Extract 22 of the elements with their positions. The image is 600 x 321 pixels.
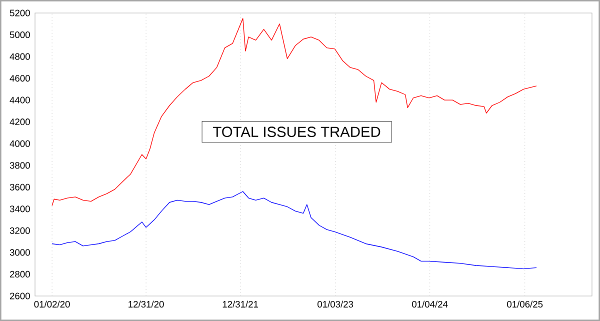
y-tick-label: 4800: [10, 53, 30, 60]
text: TOTAL ISSUES TRADED: [213, 126, 380, 138]
y-tick-label: 3800: [10, 162, 30, 169]
y-tick-label: 5200: [10, 10, 30, 16]
y-tick-label: 4600: [10, 75, 30, 82]
x-tick-label: 01/06/25: [507, 300, 543, 308]
line-series: [52, 18, 537, 206]
x-tick-label: 01/03/23: [318, 300, 354, 308]
y-tick-label: 3600: [10, 184, 30, 190]
y-tick-label: 3200: [10, 227, 30, 234]
y-tick-label: 4000: [10, 140, 30, 147]
y-tick-label: 3400: [10, 206, 30, 212]
y-tick-label: 4400: [10, 96, 30, 104]
y-tick-label: 2800: [10, 270, 30, 278]
x-tick-label: 01/04/24: [412, 300, 448, 308]
y-tick-label: 4200: [10, 118, 30, 126]
y-tick-label: 5000: [10, 31, 30, 38]
x-tick-label: 01/02/20: [34, 300, 70, 308]
x-tick-label: 12/31/21: [222, 300, 258, 308]
x-tick-label: 12/31/20: [128, 300, 164, 308]
y-tick-label: 3000: [10, 249, 30, 256]
y-tick-label: 2600: [10, 292, 30, 300]
